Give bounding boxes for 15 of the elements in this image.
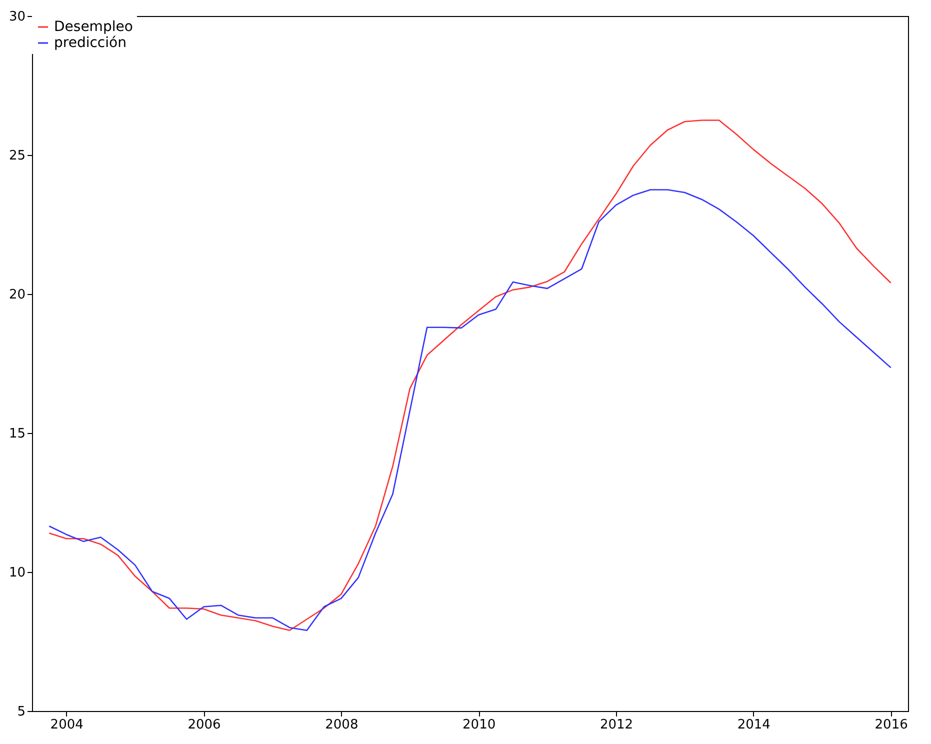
y-tick-label: 20 bbox=[8, 288, 26, 302]
x-tick-label: 2004 bbox=[50, 718, 84, 732]
y-tick-label: 5 bbox=[17, 704, 26, 720]
legend-label: Desempleo bbox=[54, 19, 133, 35]
x-tick-label: 2016 bbox=[874, 718, 908, 732]
x-tick-label: 2010 bbox=[462, 718, 496, 732]
y-tick-label: 30 bbox=[8, 10, 26, 24]
legend-label: predicción bbox=[54, 35, 126, 51]
x-tick-label: 2006 bbox=[188, 718, 221, 732]
x-tick-label: 2014 bbox=[737, 718, 770, 732]
y-tick-label: 10 bbox=[8, 566, 26, 580]
y-tick-label: 25 bbox=[8, 148, 26, 164]
x-tick-label: 2008 bbox=[325, 718, 358, 732]
x-tick-label: 2012 bbox=[600, 718, 634, 732]
y-tick-label: 15 bbox=[8, 426, 26, 442]
